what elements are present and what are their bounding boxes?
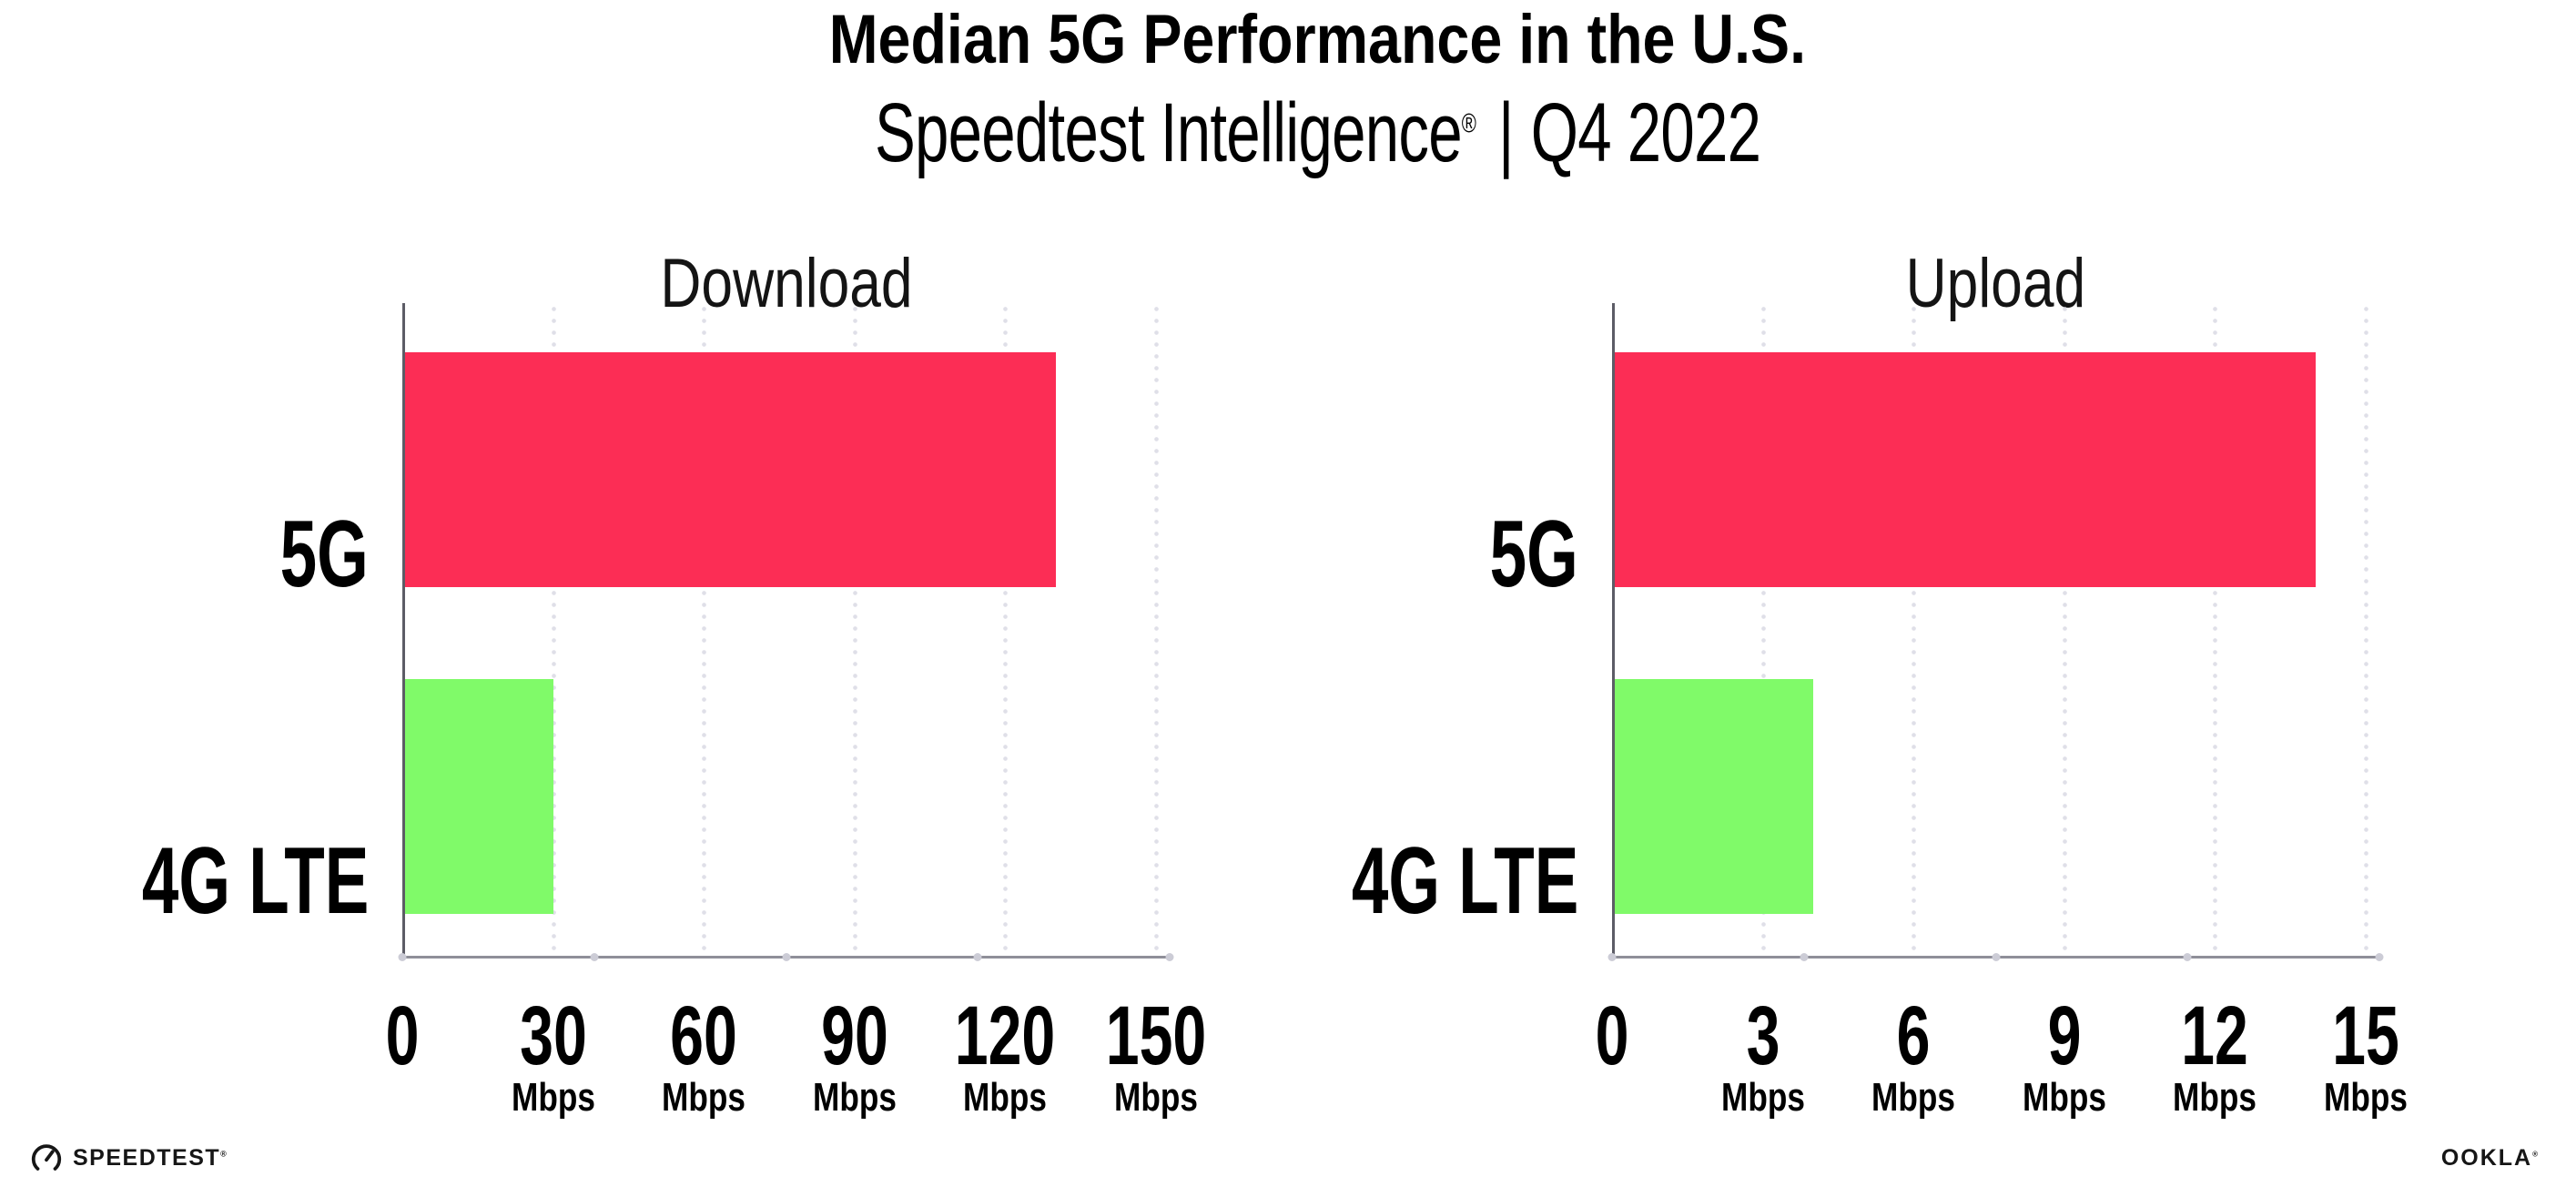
unit-label: Mbps: [662, 1075, 746, 1120]
bar-4g-lte-download: [402, 679, 553, 914]
axis-dot: [1607, 953, 1617, 961]
chart-download-title-text: Download: [659, 245, 913, 322]
figure-title: Median 5G Performance in the U.S.: [59, 5, 2576, 75]
chart-download-plot-area: [398, 303, 1174, 961]
x-tick-label: 150: [1105, 989, 1207, 1082]
axis-dot: [2183, 953, 2192, 961]
category-label-5g: 5G: [242, 507, 369, 602]
figure-subtitle-text: Speedtest Intelligence® | Q4 2022: [875, 86, 1761, 179]
x-tick-label: 3: [1746, 989, 1780, 1082]
x-tick-label: 9: [2047, 989, 2082, 1082]
chart-upload: Upload 5G 4G LTE 0 3: [1337, 218, 2429, 1129]
x-tick-label: 15: [2332, 989, 2399, 1082]
bar-4g-lte-upload: [1612, 679, 1813, 914]
unit-label: Mbps: [1871, 1075, 1956, 1120]
x-tick-label: 0: [385, 989, 420, 1082]
subtitle-divider: |: [1497, 86, 1514, 179]
unit-label: Mbps: [1114, 1075, 1198, 1120]
axis-dot: [1800, 953, 1809, 961]
axis-dot: [398, 953, 407, 961]
gridline: [2364, 303, 2368, 959]
gridline: [2213, 303, 2218, 959]
unit-label: Mbps: [1720, 1075, 1805, 1120]
chart-download-data-region: [402, 303, 1159, 959]
category-label-4g-lte-text: 4G LTE: [141, 828, 369, 934]
speedtest-gauge-icon: [30, 1141, 63, 1174]
gridline: [852, 303, 857, 959]
chart-download-category-labels: 5G 4G LTE: [127, 303, 369, 959]
chart-download-title: Download: [402, 249, 1170, 319]
category-label-4g-lte: 4G LTE: [1254, 834, 1578, 928]
registered-mark: ®: [1461, 108, 1476, 139]
chart-upload-title: Upload: [1612, 249, 2379, 319]
gridline: [2062, 303, 2067, 959]
axis-dot: [1992, 953, 2000, 961]
x-tick-label: 6: [1896, 989, 1931, 1082]
category-label-5g: 5G: [1452, 507, 1578, 602]
ookla-registered-mark: ®: [2532, 1150, 2538, 1159]
gridline: [702, 303, 707, 959]
figure-header: Median 5G Performance in the U.S. Speedt…: [59, 0, 2576, 176]
x-tick-label: 12: [2181, 989, 2249, 1082]
y-axis-line: [402, 303, 405, 959]
chart-upload-x-units: Mbps Mbps Mbps Mbps Mbps: [1612, 1075, 2408, 1169]
gridline: [1760, 303, 1766, 959]
axis-dot: [2375, 953, 2384, 961]
unit-label: Mbps: [2173, 1075, 2257, 1120]
chart-upload-plot-area: [1607, 303, 2384, 961]
y-axis-line: [1612, 303, 1615, 959]
axis-dot: [782, 953, 790, 961]
speedtest-logo: SPEEDTEST®: [30, 1141, 227, 1174]
unit-label: Mbps: [511, 1075, 595, 1120]
unit-label: Mbps: [812, 1075, 897, 1120]
axis-dot: [1165, 953, 1174, 961]
chart-download-x-ticks: 0 30 60 90 120 150: [386, 989, 1207, 1085]
speedtest-registered-mark: ®: [220, 1149, 227, 1159]
chart-download: Download 5G 4G LTE 0 3: [127, 218, 1220, 1129]
subtitle-period: Q4 2022: [1530, 86, 1761, 179]
category-label-5g-text: 5G: [279, 502, 369, 607]
chart-upload-title-text: Upload: [1905, 245, 2086, 322]
category-label-4g-lte: 4G LTE: [45, 834, 369, 928]
gridline: [1154, 303, 1159, 959]
bar-5g-download: [402, 352, 1056, 587]
figure-subtitle: Speedtest Intelligence® | Q4 2022: [59, 91, 2576, 175]
bar-5g-upload: [1612, 352, 2316, 587]
axis-dot: [973, 953, 982, 961]
x-tick-label: 90: [820, 989, 888, 1082]
chart-download-x-units: Mbps Mbps Mbps Mbps Mbps: [402, 1075, 1198, 1169]
subtitle-brand: Speedtest Intelligence: [874, 86, 1463, 179]
ookla-logo: OOKLA®: [2441, 1147, 2538, 1170]
speedtest-wordmark: SPEEDTEST®: [73, 1144, 227, 1171]
unit-label: Mbps: [2022, 1075, 2106, 1120]
gridline: [551, 303, 556, 959]
x-tick-label: 120: [955, 989, 1056, 1082]
chart-upload-category-labels: 5G 4G LTE: [1337, 303, 1578, 959]
x-tick-label: 0: [1595, 989, 1629, 1082]
x-tick-label: 30: [519, 989, 587, 1082]
chart-upload-x-ticks: 0 3 6 9 12 15: [1596, 989, 2399, 1085]
unit-label: Mbps: [2324, 1075, 2408, 1120]
chart-upload-data-region: [1612, 303, 2368, 959]
category-label-4g-lte-text: 4G LTE: [1351, 828, 1578, 934]
ookla-wordmark: OOKLA®: [2440, 1145, 2538, 1171]
unit-label: Mbps: [963, 1075, 1048, 1120]
figure-title-text: Median 5G Performance in the U.S.: [828, 1, 1807, 78]
axis-dot: [590, 953, 599, 961]
x-tick-label: 60: [670, 989, 738, 1082]
gridline: [1912, 303, 1917, 959]
category-label-5g-text: 5G: [1489, 502, 1578, 607]
gridline: [1003, 303, 1009, 959]
